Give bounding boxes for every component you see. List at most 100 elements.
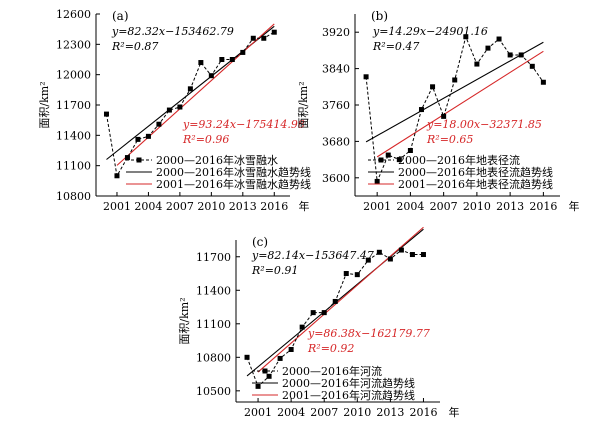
y-tick-label: 12000 bbox=[56, 69, 91, 82]
trend-1-r2: R²=0.87 bbox=[111, 40, 158, 53]
legend-label: 2000—2016年地表径流 bbox=[398, 153, 520, 167]
data-point bbox=[474, 61, 480, 67]
data-point bbox=[271, 29, 277, 35]
data-point bbox=[420, 252, 426, 258]
data-point bbox=[299, 324, 305, 330]
data-point bbox=[485, 45, 491, 51]
panel-label: (c) bbox=[252, 235, 268, 249]
data-point bbox=[540, 79, 546, 85]
legend: 2000—2016年地表径流2000—2016年地表径流趋势线2001—2016… bbox=[368, 153, 553, 191]
data-point bbox=[376, 249, 382, 255]
x-tick-label: 2007 bbox=[310, 406, 338, 419]
y-tick-label: 11400 bbox=[56, 129, 91, 142]
trend-line-1 bbox=[365, 41, 544, 143]
y-tick-label: 11400 bbox=[196, 284, 231, 297]
panel-label: (b) bbox=[371, 9, 388, 23]
y-tick-label: 11100 bbox=[56, 160, 91, 173]
x-tick-label: 2013 bbox=[496, 200, 524, 213]
data-point bbox=[208, 73, 214, 79]
chart-panel-1: (a) 10800 11100 11400 11700 12000 12300 12600 20… bbox=[38, 8, 311, 213]
y-tick-label: 3920 bbox=[322, 26, 350, 39]
x-tick-label: 2004 bbox=[134, 200, 162, 213]
data-point bbox=[374, 178, 380, 184]
x-tick-label: 2001 bbox=[103, 200, 131, 213]
y-tick-label: 12300 bbox=[56, 38, 91, 51]
y-axis-title: 面积/km² bbox=[297, 81, 310, 128]
data-point bbox=[261, 35, 267, 41]
x-tick-label: 2004 bbox=[277, 406, 305, 419]
y-tick-label: 10500 bbox=[196, 385, 231, 398]
x-tick-label: 2016 bbox=[260, 200, 288, 213]
legend-label: 2000—2016年河流趋势线 bbox=[282, 376, 415, 390]
data-point bbox=[250, 35, 256, 41]
legend-label: 2000—2016年冰雪融水 bbox=[156, 153, 278, 167]
data-point bbox=[529, 63, 535, 69]
data-point bbox=[496, 36, 502, 42]
legend: 2000—2016年冰雪融水2000—2016年冰雪融水趋势线2001—2016… bbox=[126, 153, 311, 191]
data-point bbox=[198, 60, 204, 66]
x-tick-label: 2010 bbox=[463, 200, 491, 213]
x-tick-label: 2013 bbox=[229, 200, 257, 213]
y-tick-label: 12600 bbox=[56, 8, 91, 21]
x-tick-label: 2004 bbox=[396, 200, 424, 213]
x-tick-label: 2007 bbox=[166, 200, 194, 213]
y-axis-title: 面积/km² bbox=[178, 297, 191, 344]
trend-1-equation: y=82.32x−153462.79 bbox=[111, 25, 234, 38]
legend-marker bbox=[262, 368, 268, 374]
trend-line-2 bbox=[116, 23, 275, 166]
legend: 2000—2016年河流2000—2016年河流趋势线2001—2016年河流趋… bbox=[252, 364, 415, 402]
x-tick-label: 2010 bbox=[197, 200, 225, 213]
trend-1-r2: R²=0.47 bbox=[372, 40, 419, 53]
data-point bbox=[418, 107, 424, 113]
data-point bbox=[177, 104, 183, 110]
x-tick-label: 2001 bbox=[363, 200, 391, 213]
legend-marker bbox=[136, 157, 142, 163]
y-tick-label: 10800 bbox=[56, 190, 91, 203]
legend-label: 2001—2016年冰雪融水趋势线 bbox=[156, 177, 311, 191]
trend-2-r2: R²=0.92 bbox=[307, 342, 354, 355]
y-tick-label: 11100 bbox=[196, 318, 231, 331]
y-tick-label: 3840 bbox=[322, 63, 350, 76]
x-tick-label: 2010 bbox=[343, 406, 371, 419]
trend-2-r2: R²=0.65 bbox=[426, 133, 473, 146]
y-tick-label: 10800 bbox=[196, 351, 231, 364]
y-tick-label: 11700 bbox=[56, 99, 91, 112]
data-point bbox=[343, 271, 349, 277]
trend-1-r2: R²=0.91 bbox=[251, 264, 298, 277]
data-point bbox=[240, 49, 246, 55]
x-axis-unit: 年 bbox=[449, 405, 460, 419]
data-point bbox=[124, 155, 130, 161]
trend-1-equation: y=14.29x−24901.16 bbox=[372, 25, 488, 38]
legend-label: 2000—2016年河流 bbox=[282, 364, 382, 378]
x-tick-label: 2016 bbox=[409, 406, 437, 419]
chart-panel-3: (c) 10500 10800 11100 11400 11700 2001 2004 2007… bbox=[178, 226, 460, 419]
data-point bbox=[244, 354, 250, 360]
data-point bbox=[332, 298, 338, 304]
panel-label: (a) bbox=[112, 9, 129, 23]
data-point bbox=[396, 157, 402, 163]
chart-panel-2: (b) 3600 3680 3760 3840 3920 2001 2004 2007 2010 2… bbox=[297, 9, 580, 213]
data-point bbox=[166, 107, 172, 113]
x-axis-unit: 年 bbox=[569, 199, 580, 213]
data-point bbox=[354, 272, 360, 278]
trend-line-2 bbox=[257, 226, 424, 373]
y-tick-label: 3760 bbox=[322, 99, 350, 112]
data-point bbox=[156, 121, 162, 127]
data-point bbox=[310, 310, 316, 316]
data-point bbox=[518, 52, 524, 58]
data-point bbox=[398, 247, 404, 253]
data-point bbox=[266, 373, 272, 379]
data-point bbox=[219, 57, 225, 62]
data-point bbox=[135, 136, 141, 142]
data-point bbox=[103, 111, 109, 117]
data-point bbox=[463, 34, 469, 40]
y-axis-title: 面积/km² bbox=[38, 81, 51, 128]
y-tick-label: 3680 bbox=[322, 135, 350, 148]
data-point bbox=[409, 252, 415, 258]
trend-line-2 bbox=[376, 50, 544, 158]
trend-2-equation: y=93.24x−175414.98 bbox=[182, 118, 305, 131]
data-point bbox=[441, 113, 447, 119]
data-point bbox=[452, 77, 458, 83]
x-axis-unit: 年 bbox=[299, 199, 310, 213]
